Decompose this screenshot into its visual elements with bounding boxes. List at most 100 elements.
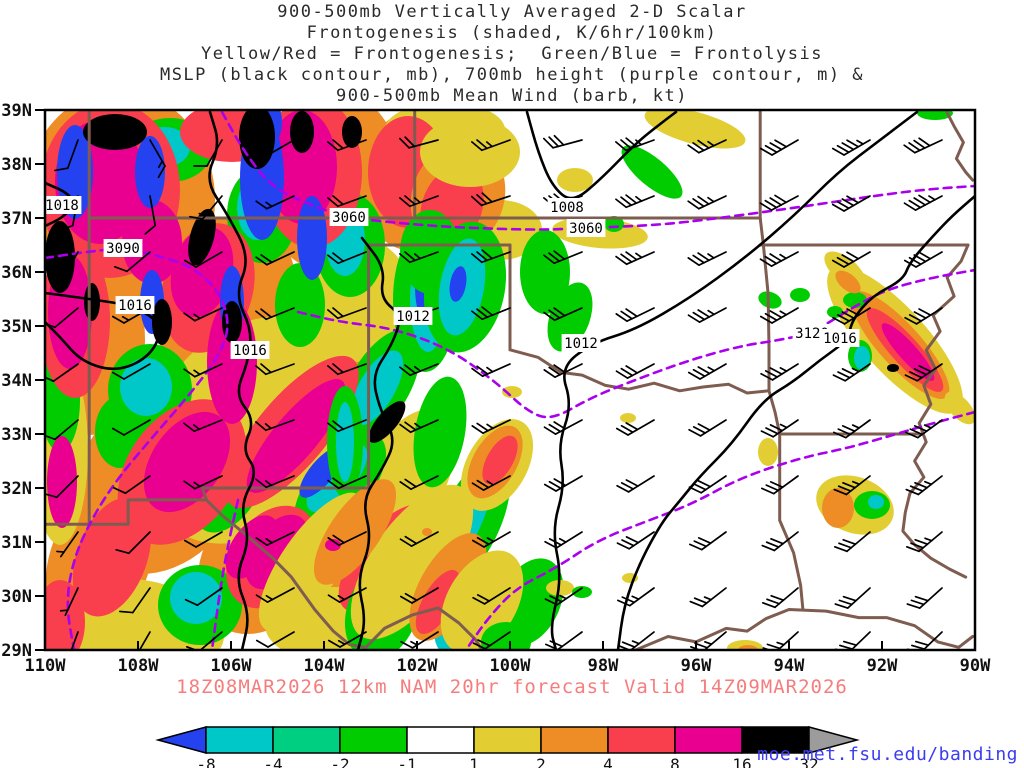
wind-barb-feather [764, 370, 779, 378]
wind-barb-feather [183, 312, 196, 322]
wind-barb-feather [834, 603, 849, 609]
credit-link[interactable]: moe.met.fsu.edu/banding [757, 744, 1018, 765]
lon-tick-label: 100W [490, 656, 532, 676]
wind-barb [471, 139, 511, 152]
wind-barb-feather [621, 596, 636, 604]
wind-barb-feather [471, 310, 484, 321]
wind-barb-feather [697, 195, 710, 205]
wind-barb [903, 194, 943, 211]
wind-barb-half-feather [193, 259, 202, 266]
frontogenesis-shading-blob [557, 168, 593, 192]
wind-barb-feather [157, 165, 166, 179]
wind-barb-feather [694, 642, 709, 649]
frontogenesis-shading-blob [944, 391, 975, 425]
height-contour-line [210, 498, 240, 650]
wind-barb-feather [404, 592, 418, 602]
wind-barb-feather [914, 481, 928, 489]
wind-barb-feather [332, 139, 344, 150]
contour-label-box [230, 341, 270, 359]
wind-barb-feather [697, 366, 711, 375]
wind-barb-feather [544, 598, 558, 606]
wind-barb [761, 531, 799, 552]
wind-barb-feather [332, 420, 345, 431]
lon-tick-label: 110W [25, 656, 67, 676]
wind-barb-feather [760, 430, 774, 438]
wind-barb-feather [399, 481, 412, 491]
contour-label: 1016 [115, 296, 155, 314]
wind-barb-half-feather [707, 309, 715, 316]
wind-barb-feather [255, 365, 267, 376]
wind-barb-feather [183, 480, 196, 490]
wind-barb-feather [761, 487, 775, 495]
colorbar-tick-label: 4 [603, 755, 613, 768]
frontogenesis-shading-blob [415, 569, 461, 635]
wind-barb [183, 251, 223, 268]
wind-barb [471, 249, 511, 264]
wind-barb-staff [914, 195, 943, 211]
wind-barb-half-feather [193, 313, 201, 320]
wind-barb-feather [903, 144, 916, 154]
lat-tick-label: 39N [1, 101, 32, 121]
wind-barb-half-feather [707, 366, 716, 372]
contour-label: 3060 [566, 219, 606, 237]
colorbar-tick-label: 2 [536, 755, 546, 768]
contour-label-text: 1016 [823, 331, 857, 347]
wind-barb-half-feather [486, 423, 494, 430]
wind-barb-feather [327, 365, 339, 376]
wind-barb [905, 475, 943, 496]
wind-barb-feather [904, 316, 918, 325]
wind-barb-half-feather [59, 609, 69, 612]
wind-barb-feather [332, 307, 344, 318]
wind-barb-feather [693, 540, 708, 548]
wind-barb [831, 251, 871, 268]
wind-barb-feather [404, 421, 417, 431]
lat-tick-label: 38N [1, 155, 32, 175]
lon-tick-label: 102W [397, 656, 439, 676]
wind-barb-feather [625, 194, 638, 204]
wind-barb-feather [398, 137, 410, 149]
wind-barb-feather [841, 368, 856, 376]
frontogenesis-shading-blob [225, 515, 279, 579]
wind-barb-feather [909, 428, 924, 436]
wind-barb [399, 475, 439, 491]
wind-barb-feather [615, 313, 628, 323]
wind-barb [255, 307, 295, 321]
wind-barb-feather [549, 640, 564, 648]
wind-barb-feather [477, 639, 491, 647]
wind-barb [255, 631, 295, 648]
wind-barb-feather [692, 254, 705, 264]
chart-title-block: 900-500mb Vertically Averaged 2-D Scalar… [0, 2, 1024, 107]
wind-barb-feather [481, 249, 493, 260]
wind-barb-staff [846, 587, 871, 609]
wind-barb [255, 531, 295, 547]
lat-tick-label: 33N [1, 425, 32, 445]
wind-barb-feather [548, 423, 562, 433]
contour-label: 1008 [547, 198, 587, 216]
wind-barb-feather [549, 595, 563, 603]
wind-barb-feather [260, 254, 273, 264]
wind-barb-half-feather [121, 315, 130, 322]
frontogenesis-shading-blob [758, 438, 778, 466]
wind-barb-half-feather [265, 594, 274, 601]
wind-barb-feather [842, 481, 856, 489]
wind-barb-feather [762, 647, 773, 650]
wind-barb-feather [769, 197, 783, 206]
frontogenesis-shading-blob [502, 386, 522, 398]
wind-barb-feather [476, 479, 490, 489]
wind-barb-staff [66, 139, 79, 170]
wind-barb-feather [769, 481, 784, 489]
frontogenesis-shading-blob [336, 402, 354, 482]
contour-label-text: 3060 [332, 210, 366, 226]
wind-barb-half-feather [559, 594, 568, 600]
wind-barb-half-feather [779, 253, 787, 260]
wind-barb [832, 363, 871, 382]
wind-barb-feather [904, 374, 918, 382]
wind-barb [542, 134, 583, 149]
contour-label: 1012 [393, 307, 433, 325]
wind-barb-half-feather [337, 594, 346, 601]
wind-barb-half-feather [486, 480, 495, 486]
wind-barb-feather [548, 309, 561, 319]
wind-barb-feather [910, 542, 925, 549]
wind-barb-feather [620, 482, 635, 490]
